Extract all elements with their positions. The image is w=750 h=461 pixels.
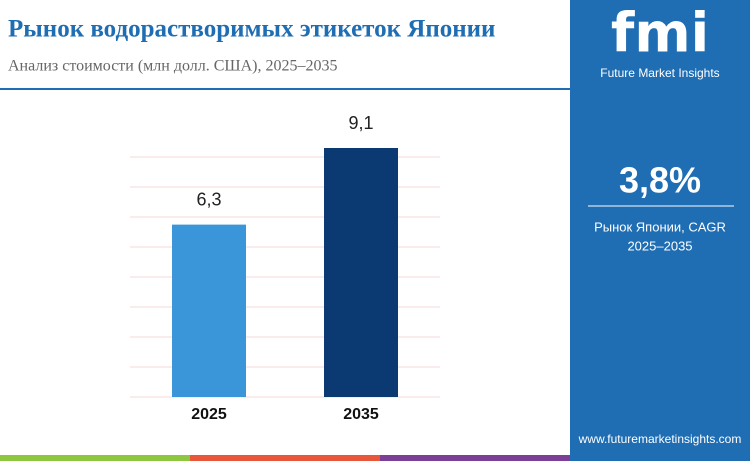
cagr-period: 2025‒2035 <box>627 238 692 253</box>
logo: fmi <box>611 2 709 65</box>
value-label: 6,3 <box>196 189 221 209</box>
chart-subtitle: Анализ стоимости (млн долл. США), 2025‒2… <box>8 58 337 75</box>
chart-title: Рынок водорастворимых этикеток Японии <box>8 16 495 43</box>
bar <box>172 224 246 397</box>
footer-stripe <box>190 455 380 461</box>
footer-stripe <box>0 455 190 461</box>
website: www.futuremarketinsights.com <box>578 432 742 446</box>
footer-stripe <box>380 455 570 461</box>
x-tick-label: 2035 <box>343 406 379 423</box>
brand: Future Market Insights <box>600 66 719 80</box>
sidebar-panel <box>570 0 750 455</box>
value-label: 9,1 <box>348 113 373 133</box>
footer-stripe <box>570 455 750 461</box>
cagr-caption: Рынок Японии, CAGR <box>594 219 726 234</box>
bar <box>324 148 398 397</box>
x-tick-label: 2025 <box>191 406 227 423</box>
cagr-value: 3,8% <box>619 160 701 201</box>
